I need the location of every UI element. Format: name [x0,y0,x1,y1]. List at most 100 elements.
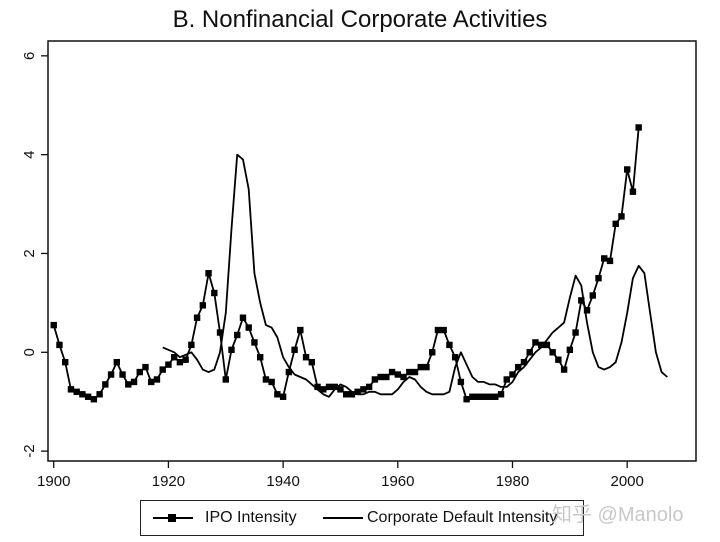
ipo-point-1972 [463,396,470,403]
ipo-point-1909 [102,381,109,388]
legend-label-ipo: IPO Intensity [205,509,297,526]
ipo-point-1943 [297,326,304,334]
ipo-point-1996 [601,255,608,262]
ipo-point-1901 [56,341,63,349]
ipo-point-1931 [228,346,235,354]
ipo-point-1916 [142,363,149,371]
x-tick-label-1900: 1900 [37,473,70,490]
y-tick-label--2: -2 [21,444,38,457]
ipo-point-2000 [623,166,631,173]
ipo-point-1918 [153,376,161,383]
ipo-point-1980 [509,371,516,378]
ipo-point-1998 [612,220,619,228]
ipo-point-1982 [520,358,528,366]
ipo-point-1927 [205,270,212,277]
ipo-point-1938 [268,378,275,386]
chart-title: B. Nonfinancial Corporate Activities [172,6,548,33]
ipo-point-1929 [216,329,224,336]
ipo-point-1904 [73,388,80,396]
ipo-point-1959 [388,368,396,376]
ipo-point-1951 [342,391,350,398]
ipo-point-1930 [222,376,229,383]
legend-swatch-default [323,517,363,519]
ipo-point-1990 [566,346,574,354]
ipo-point-1994 [589,292,596,299]
ipo-point-1965 [423,363,430,371]
series-layer [50,124,668,403]
ipo-point-2001 [629,188,637,195]
ipo-point-1911 [113,358,121,366]
ipo-point-1973 [469,393,476,400]
ipo-point-1956 [371,376,379,383]
series-line-0 [52,127,640,401]
ipo-point-1961 [400,373,407,381]
ipo-point-1985 [537,341,545,349]
ipo-point-1969 [446,341,453,349]
ipo-point-1975 [480,393,488,400]
y-tick-label-6: 6 [21,52,38,60]
ipo-point-1993 [583,307,591,314]
ipo-point-1984 [532,339,539,346]
ipo-point-1928 [211,289,218,297]
ipo-point-1925 [193,314,201,321]
legend-swatch-ipo [153,514,193,522]
ipo-point-1913 [125,381,132,388]
axes: 1900 1920 1940 1960 1980 2000 -2 0 2 4 6 [21,52,644,490]
ipo-point-1919 [159,366,166,373]
legend-label-default: Corporate Default Intensity [367,509,558,526]
ipo-point-1946 [314,383,321,391]
ipo-point-1944 [302,354,310,361]
ipo-point-1987 [549,349,556,356]
ipo-point-1947 [320,386,327,393]
ipo-point-1992 [578,297,585,304]
ipo-point-1950 [337,386,344,393]
ipo-point-1983 [526,349,533,356]
ipo-point-1941 [285,368,293,376]
x-tick-label-1980: 1980 [496,473,529,490]
ipo-point-1935 [251,339,258,346]
y-tick-label-0: 0 [21,348,38,356]
x-tick-label-1960: 1960 [381,473,414,490]
ipo-point-1902 [62,358,69,366]
ipo-point-1955 [365,383,373,391]
ipo-point-1964 [417,363,424,371]
ipo-point-1971 [457,378,465,386]
ipo-point-1937 [262,376,270,383]
ipo-point-1991 [572,329,579,336]
ipo-point-1954 [360,386,367,393]
x-tick-label-1920: 1920 [152,473,185,490]
ipo-point-1963 [411,368,419,376]
ipo-point-1962 [406,368,413,376]
ipo-point-1939 [274,391,281,398]
ipo-point-1905 [79,391,86,398]
ipo-point-1940 [279,393,287,400]
ipo-point-2002 [635,124,642,131]
y-tick-label-2: 2 [21,249,38,257]
ipo-point-1960 [394,371,402,378]
ipo-point-1942 [291,346,298,354]
ipo-point-1974 [474,393,482,400]
ipo-point-1999 [618,213,625,220]
ipo-point-1968 [440,326,447,334]
ipo-point-1988 [555,356,562,363]
ipo-point-1970 [451,354,459,361]
x-tick-label-1940: 1940 [266,473,299,490]
ipo-point-1923 [182,356,189,363]
ipo-point-1934 [245,324,252,331]
ipo-point-1920 [165,361,172,368]
ipo-point-1926 [199,302,207,309]
ipo-point-1977 [492,393,499,400]
ipo-point-1908 [96,391,103,398]
ipo-point-1997 [606,257,614,265]
ipo-point-1981 [515,363,522,371]
x-tick-label-2000: 2000 [610,473,643,490]
ipo-point-1914 [130,378,138,386]
ipo-point-1900 [50,321,57,329]
y-tick-label-4: 4 [21,150,38,158]
ipo-point-1912 [119,371,126,378]
legend: IPO Intensity Corporate Default Intensit… [140,500,584,536]
ipo-point-1915 [136,368,143,376]
ipo-point-1976 [486,393,493,400]
ipo-point-1967 [434,326,442,334]
